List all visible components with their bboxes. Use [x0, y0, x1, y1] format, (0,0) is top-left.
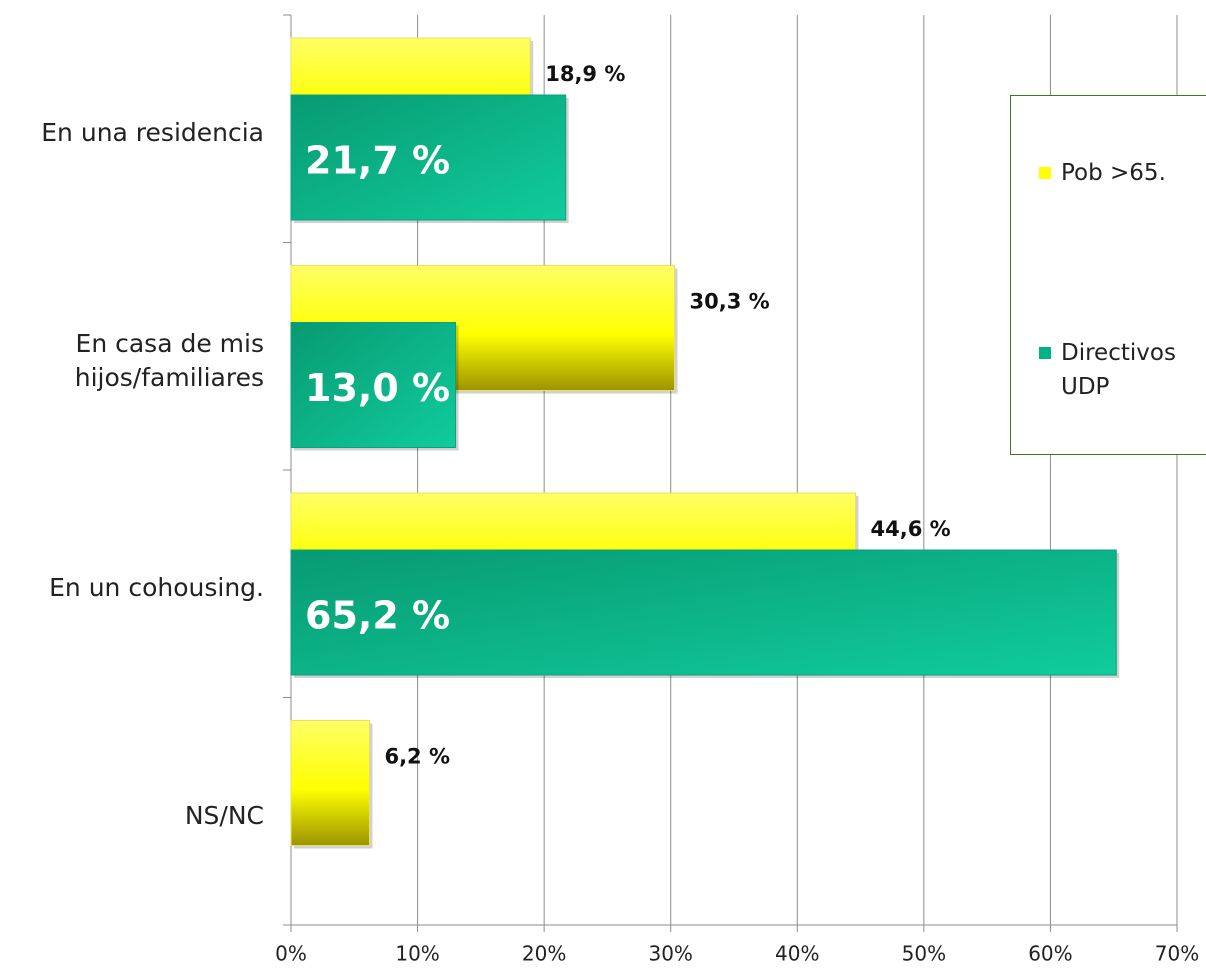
x-tick-label: 20%: [522, 942, 566, 966]
x-tick-label: 30%: [648, 942, 692, 966]
value-label: 21,7 %: [305, 139, 450, 183]
category-label: NS/NC: [184, 800, 264, 830]
legend-entry: Pob >65.: [1039, 156, 1199, 190]
x-tick-label: 60%: [1028, 942, 1072, 966]
legend-swatch: [1039, 167, 1051, 179]
value-label: 13,0 %: [305, 366, 450, 410]
legend-swatch: [1039, 347, 1051, 359]
value-label: 18,9 %: [545, 62, 625, 86]
value-label: 44,6 %: [871, 517, 951, 541]
x-tick-label: 70%: [1155, 942, 1199, 966]
x-tick-label: 50%: [902, 942, 946, 966]
bar: [290, 720, 370, 846]
legend-label: Pob >65.: [1061, 160, 1166, 186]
x-tick-label: 0%: [275, 942, 307, 966]
category-label: En una residencia: [41, 118, 264, 148]
value-label: 65,2 %: [305, 594, 450, 638]
bar: [290, 94, 567, 221]
category-label: En un cohousing.: [49, 573, 264, 603]
x-tick-label: 10%: [395, 942, 439, 966]
category-label: En casa de mis hijos/familiares: [74, 328, 264, 392]
value-label: 30,3 %: [690, 290, 770, 314]
x-tick-label: 40%: [775, 942, 819, 966]
bar: [290, 549, 1117, 676]
legend-label: Directivos UDP: [1061, 340, 1176, 400]
value-label: 6,2 %: [384, 745, 450, 769]
legend: Pob >65. Directivos UDP: [1010, 95, 1206, 455]
bar: [290, 322, 457, 448]
legend-entry: Directivos UDP: [1039, 336, 1199, 404]
